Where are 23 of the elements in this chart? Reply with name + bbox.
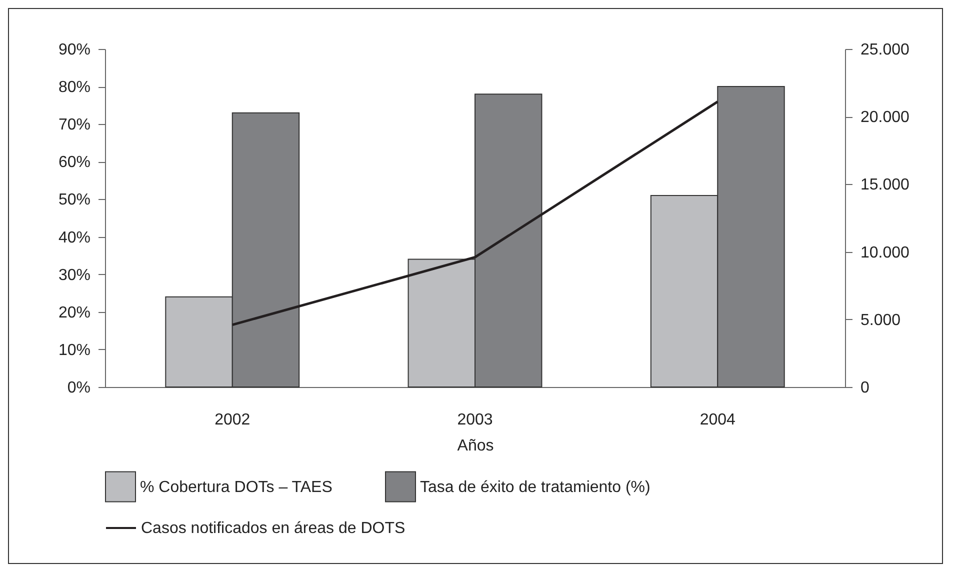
legend-label: % Cobertura DOTs – TAES xyxy=(140,478,332,496)
x-tick-label: 2002 xyxy=(214,412,250,428)
y-tick-label: 90% xyxy=(58,42,90,58)
legend-label: Casos notificados en áreas de DOTS xyxy=(141,520,406,537)
y-tick-label: 10% xyxy=(58,342,90,359)
y2-tick-label: 0 xyxy=(860,380,870,396)
y2-tick-label: 25.000 xyxy=(860,42,910,58)
x-axis-title: Años xyxy=(457,438,494,454)
y2-tick-label: 20.000 xyxy=(860,109,910,126)
legend-label: Tasa de éxito de tratamiento (%) xyxy=(420,478,650,496)
y2-tick-label: 10.000 xyxy=(860,244,910,262)
y-tick-label: 20% xyxy=(58,304,90,322)
y2-tick-label: 15.000 xyxy=(860,176,910,194)
y-tick-label: 70% xyxy=(58,116,90,134)
x-tick-label: 2004 xyxy=(700,412,736,428)
y-tick-label: 80% xyxy=(58,79,90,96)
y-tick-label: 40% xyxy=(58,229,90,246)
y-tick-label: 0% xyxy=(67,380,90,396)
y-tick-label: 30% xyxy=(58,266,90,284)
y-tick-label: 50% xyxy=(58,192,90,209)
y2-tick-label: 5.000 xyxy=(860,312,901,329)
y-tick-label: 60% xyxy=(58,154,90,172)
x-tick-label: 2003 xyxy=(457,412,493,428)
